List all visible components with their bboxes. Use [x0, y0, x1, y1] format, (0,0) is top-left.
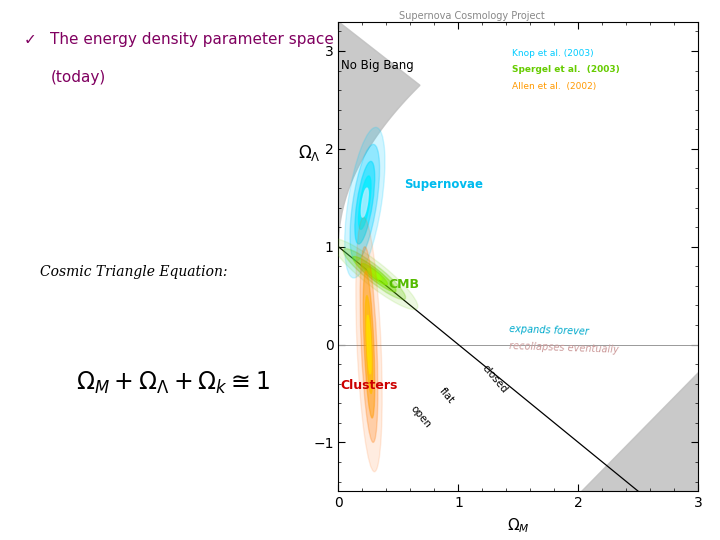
- Text: No Big Bang: No Big Bang: [341, 58, 413, 72]
- Text: closed: closed: [480, 363, 509, 395]
- Text: flat: flat: [437, 386, 456, 406]
- Ellipse shape: [353, 256, 396, 292]
- Ellipse shape: [356, 218, 382, 472]
- Text: Knop et al. (2003): Knop et al. (2003): [513, 49, 594, 58]
- Polygon shape: [338, 22, 420, 247]
- Text: Cosmic Triangle Equation:: Cosmic Triangle Equation:: [40, 265, 228, 279]
- Ellipse shape: [350, 144, 379, 261]
- Text: CMB: CMB: [389, 278, 420, 291]
- Ellipse shape: [345, 127, 385, 278]
- Text: (today): (today): [50, 70, 106, 85]
- Ellipse shape: [360, 247, 378, 442]
- Ellipse shape: [367, 315, 371, 374]
- Ellipse shape: [359, 176, 371, 230]
- Text: recollapses eventually: recollapses eventually: [509, 341, 618, 354]
- Text: The energy density parameter space: The energy density parameter space: [50, 32, 334, 48]
- Text: Allen et al.  (2002): Allen et al. (2002): [513, 82, 597, 91]
- Text: open: open: [408, 403, 433, 430]
- Text: Supernova Cosmology Project: Supernova Cosmology Project: [399, 11, 544, 21]
- Ellipse shape: [361, 264, 387, 285]
- Ellipse shape: [361, 188, 368, 217]
- Text: expands forever: expands forever: [509, 324, 589, 337]
- Ellipse shape: [364, 271, 374, 418]
- Text: Supernovae: Supernovae: [405, 178, 483, 191]
- Ellipse shape: [367, 268, 382, 280]
- X-axis label: $\Omega_M$: $\Omega_M$: [507, 516, 530, 535]
- Text: Spergel et al.  (2003): Spergel et al. (2003): [513, 65, 620, 75]
- Text: $\Omega_\Lambda$: $\Omega_\Lambda$: [298, 143, 321, 163]
- Ellipse shape: [365, 296, 373, 394]
- Polygon shape: [581, 372, 698, 491]
- Ellipse shape: [331, 239, 418, 309]
- Text: ✓: ✓: [24, 32, 37, 48]
- Text: Clusters: Clusters: [341, 379, 398, 392]
- Ellipse shape: [343, 248, 405, 300]
- Ellipse shape: [355, 161, 374, 244]
- Text: $\Omega_M + \Omega_\Lambda + \Omega_k \cong 1$: $\Omega_M + \Omega_\Lambda + \Omega_k \c…: [76, 370, 270, 396]
